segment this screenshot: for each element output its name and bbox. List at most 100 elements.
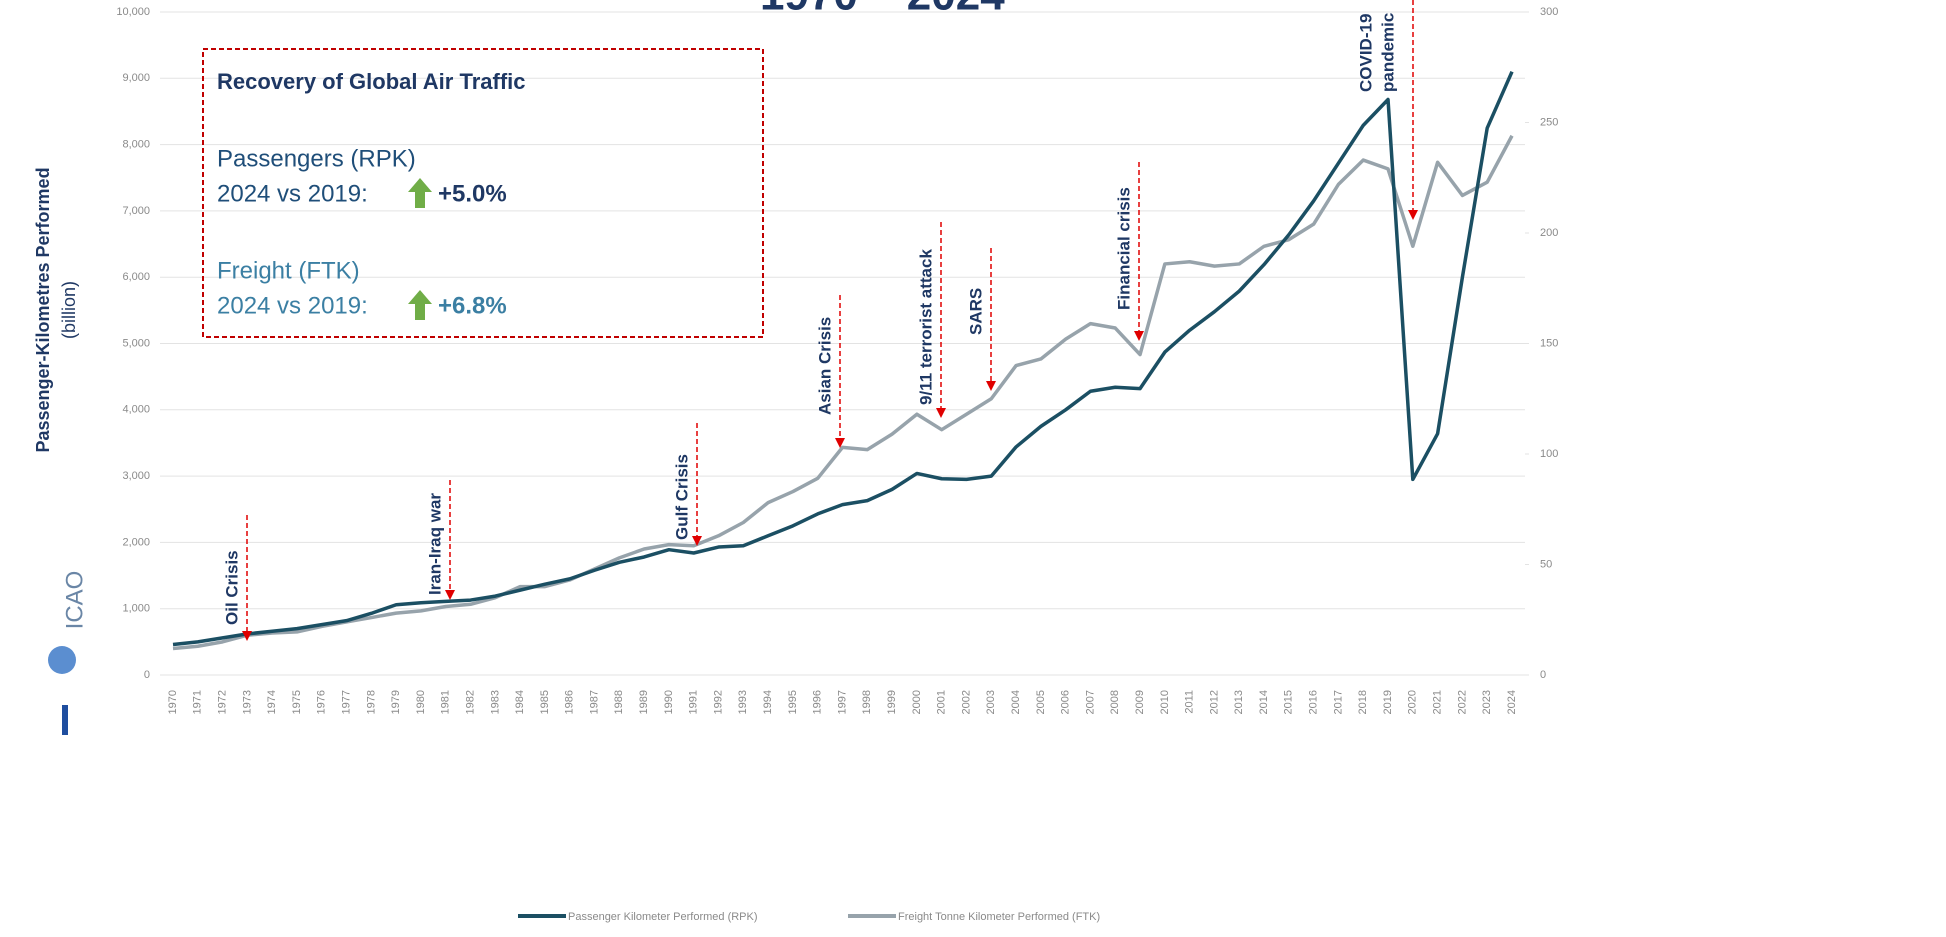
- x-tick-label: 1974: [266, 690, 278, 714]
- annotation-label: Financial crisis: [1114, 187, 1133, 310]
- infobox-compare: 2024 vs 2019:: [217, 292, 368, 319]
- annotation-arrowhead: [835, 438, 845, 448]
- infobox-change: +5.0%: [438, 180, 507, 207]
- annotation-label: 9/11 terrorist attack: [916, 249, 935, 405]
- x-tick-label: 2023: [1481, 690, 1493, 714]
- y-tick-label: 6,000: [122, 271, 150, 283]
- x-tick-label: 1980: [415, 690, 427, 714]
- infobox-change: +6.8%: [438, 292, 507, 319]
- x-tick-label: 2018: [1357, 690, 1369, 714]
- infobox-label: Passengers (RPK): [217, 145, 416, 172]
- x-tick-label: 1976: [316, 690, 328, 714]
- y-tick-label: 4,000: [122, 404, 150, 416]
- y-axis-unit: (billion): [59, 281, 79, 339]
- y-tick-label: 3,000: [122, 470, 150, 482]
- x-tick-label: 1992: [712, 690, 724, 714]
- x-tick-label: 1999: [886, 690, 898, 714]
- x-tick-label: 1981: [440, 690, 452, 714]
- x-tick-label: 1996: [812, 690, 824, 714]
- x-tick-label: 1993: [737, 690, 749, 714]
- legend-label: Passenger Kilometer Performed (RPK): [568, 911, 758, 923]
- series-line: [172, 70, 1514, 647]
- y-axis-label: Passenger-Kilometres Performed: [33, 167, 53, 452]
- x-tick-label: 1989: [638, 690, 650, 714]
- annotation-arrowhead: [1408, 210, 1418, 220]
- y2-tick-label: 0: [1540, 669, 1546, 681]
- y-tick-label: 10,000: [116, 6, 150, 18]
- x-tick-label: 2017: [1332, 690, 1344, 714]
- y2-tick-label: 200: [1540, 227, 1558, 239]
- x-tick-label: 1970: [167, 690, 179, 714]
- y2-tick-label: 150: [1540, 337, 1558, 349]
- x-tick-label: 1973: [241, 690, 253, 714]
- x-tick-label: 2008: [1109, 690, 1121, 714]
- y-tick-label: 1,000: [122, 603, 150, 615]
- x-tick-label: 2019: [1382, 690, 1394, 714]
- y2-tick-label: 300: [1540, 6, 1558, 18]
- x-tick-label: 1994: [762, 690, 774, 714]
- chart-title: 1970 – 2024: [760, 0, 1005, 20]
- annotation-arrowhead: [1134, 331, 1144, 341]
- up-arrow: [408, 290, 432, 320]
- x-tick-label: 2011: [1184, 690, 1196, 714]
- x-tick-label: 1985: [539, 690, 551, 714]
- annotation-label: Iran-Iraq war: [425, 493, 444, 595]
- x-tick-label: 1997: [836, 690, 848, 714]
- annotation-label: Oil Crisis: [222, 550, 241, 625]
- y2-tick-label: 250: [1540, 116, 1558, 128]
- x-tick-label: 2021: [1432, 690, 1444, 714]
- x-tick-label: 2016: [1308, 690, 1320, 714]
- x-tick-label: 2006: [1060, 690, 1072, 714]
- logo-bar: [62, 705, 68, 735]
- y-tick-label: 5,000: [122, 337, 150, 349]
- annotation-arrowhead: [445, 590, 455, 600]
- x-tick-label: 2007: [1084, 690, 1096, 714]
- x-tick-label: 2003: [985, 690, 997, 714]
- x-tick-label: 1979: [390, 690, 402, 714]
- annotation-label: pandemic: [1378, 13, 1397, 92]
- y-tick-label: 7,000: [122, 205, 150, 217]
- annotation-arrowhead: [936, 408, 946, 418]
- annotation-label: Gulf Crisis: [672, 454, 691, 540]
- x-tick-label: 2004: [1010, 690, 1022, 714]
- legend-label: Freight Tonne Kilometer Performed (FTK): [898, 911, 1100, 923]
- y-tick-label: 8,000: [122, 139, 150, 151]
- x-tick-label: 1998: [861, 690, 873, 714]
- y2-tick-label: 50: [1540, 558, 1552, 570]
- x-tick-label: 1972: [216, 690, 228, 714]
- x-tick-label: 2002: [960, 690, 972, 714]
- infobox-compare: 2024 vs 2019:: [217, 180, 368, 207]
- annotation-label: Asian Crisis: [815, 317, 834, 415]
- logo-emblem: [48, 646, 76, 674]
- x-tick-label: 2020: [1407, 690, 1419, 714]
- x-tick-label: 1971: [192, 690, 204, 714]
- up-arrow: [408, 178, 432, 208]
- logo-text: ICAO: [61, 571, 88, 630]
- x-tick-label: 1986: [564, 690, 576, 714]
- x-tick-label: 2024: [1506, 690, 1518, 714]
- x-tick-label: 1987: [588, 690, 600, 714]
- infobox-title: Recovery of Global Air Traffic: [217, 69, 526, 94]
- infobox-label: Freight (FTK): [217, 257, 360, 284]
- annotation-label: COVID-19: [1356, 14, 1375, 92]
- x-tick-label: 2005: [1035, 690, 1047, 714]
- infobox: [202, 48, 764, 338]
- x-tick-label: 2000: [911, 690, 923, 714]
- annotation-label: SARS: [966, 288, 985, 335]
- x-tick-label: 1982: [464, 690, 476, 714]
- x-tick-label: 2022: [1456, 690, 1468, 714]
- x-tick-label: 2010: [1159, 690, 1171, 714]
- x-tick-label: 2015: [1283, 690, 1295, 714]
- x-tick-label: 1977: [340, 690, 352, 714]
- series-line: [172, 134, 1514, 651]
- x-tick-label: 1995: [787, 690, 799, 714]
- y-tick-label: 2,000: [122, 536, 150, 548]
- x-tick-label: 2014: [1258, 690, 1270, 714]
- x-tick-label: 1984: [514, 690, 526, 714]
- x-tick-label: 1975: [291, 690, 303, 714]
- annotation-arrowhead: [986, 381, 996, 391]
- x-tick-label: 1978: [365, 690, 377, 714]
- annotation-arrowhead: [692, 536, 702, 546]
- annotation-arrowhead: [242, 631, 252, 641]
